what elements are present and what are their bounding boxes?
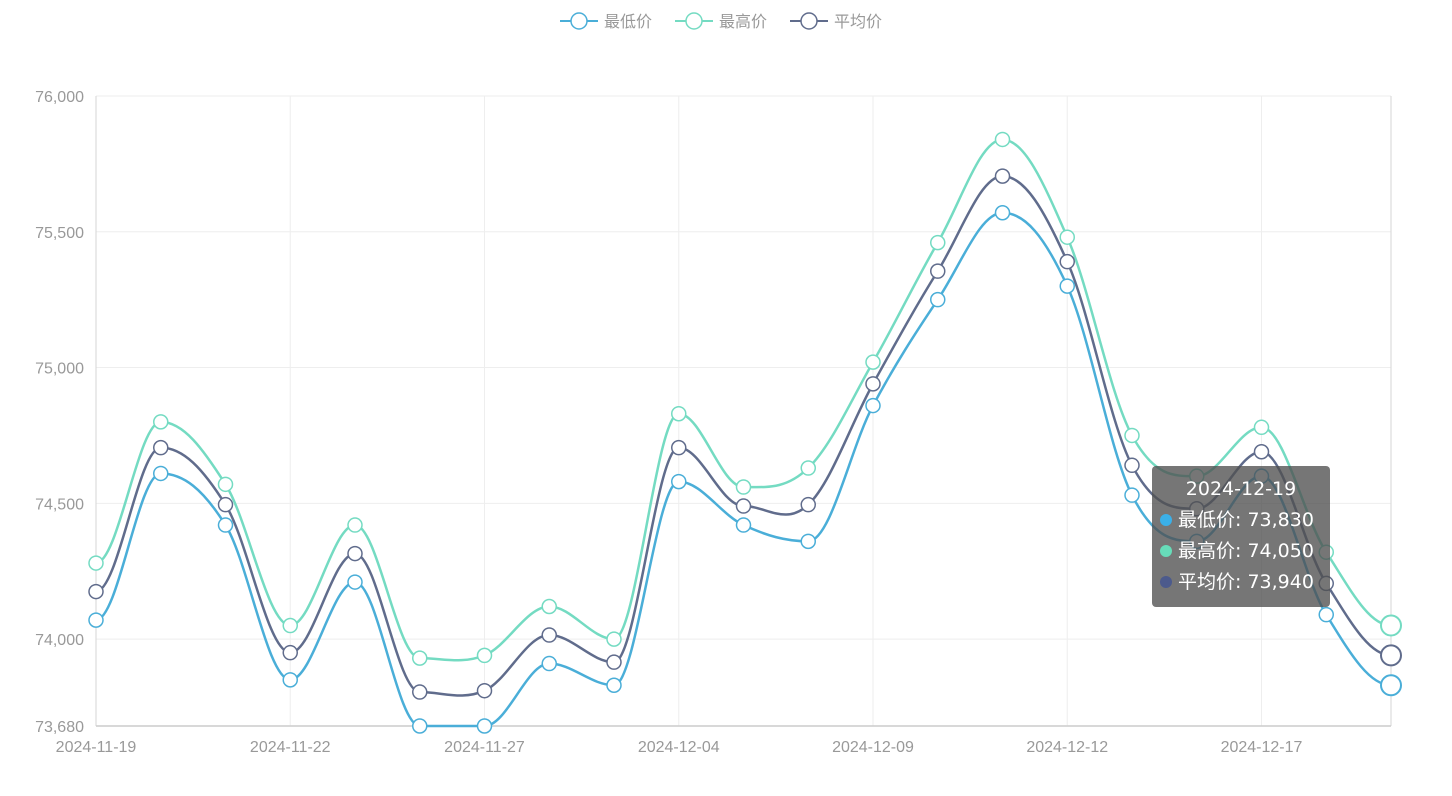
tooltip-dot-low — [1160, 514, 1172, 526]
data-point[interactable] — [671, 473, 687, 490]
tooltip-label-avg: 平均价: 73,940 — [1178, 571, 1314, 593]
data-point[interactable] — [800, 496, 816, 513]
tooltip-dot-avg — [1160, 576, 1172, 588]
data-point[interactable] — [541, 598, 557, 615]
data-point[interactable] — [735, 498, 752, 514]
data-point[interactable] — [476, 718, 493, 734]
data-point[interactable] — [930, 263, 946, 279]
data-point[interactable] — [865, 397, 881, 414]
data-point[interactable] — [865, 376, 881, 392]
data-point[interactable] — [1059, 278, 1075, 294]
legend-marker-icon — [570, 12, 588, 30]
data-point[interactable] — [735, 479, 752, 495]
legend-item-0[interactable]: 最低价 — [560, 12, 652, 31]
data-point[interactable] — [800, 533, 816, 550]
tooltip-row-low: 最低价: 73,830 — [1152, 505, 1330, 536]
data-point[interactable] — [347, 574, 363, 590]
data-point[interactable] — [217, 496, 234, 513]
data-point[interactable] — [735, 517, 752, 533]
data-point[interactable] — [994, 205, 1011, 221]
legend-label: 最高价 — [719, 12, 767, 31]
legend-label: 最低价 — [604, 12, 652, 31]
legend[interactable]: 最低价 最高价 平均价 — [560, 12, 882, 31]
data-point[interactable] — [153, 465, 169, 482]
y-tick-label: 75,500 — [35, 225, 84, 242]
data-point[interactable] — [347, 517, 363, 533]
data-point[interactable] — [1059, 229, 1075, 245]
y-tick-label: 73,680 — [35, 719, 84, 736]
legend-marker-icon — [685, 12, 703, 30]
data-point[interactable] — [282, 617, 298, 634]
data-point[interactable] — [606, 631, 622, 647]
data-point[interactable] — [153, 414, 169, 430]
data-point[interactable] — [1380, 644, 1402, 667]
data-point[interactable] — [1124, 487, 1140, 503]
x-tick-label: 2024-12-04 — [638, 739, 720, 756]
data-point[interactable] — [282, 672, 298, 688]
data-point[interactable] — [88, 583, 104, 600]
data-point[interactable] — [1380, 614, 1402, 637]
tooltip: 2024-12-19 最低价: 73,830 最高价: 74,050 平均价: … — [1152, 466, 1330, 607]
data-point[interactable] — [282, 644, 298, 661]
data-point[interactable] — [606, 654, 622, 670]
x-tick-label: 2024-11-22 — [250, 739, 331, 756]
data-point[interactable] — [800, 460, 816, 476]
data-point[interactable] — [217, 517, 234, 533]
legend-label: 平均价 — [834, 12, 882, 31]
y-tick-label: 74,000 — [35, 632, 84, 649]
data-point[interactable] — [412, 718, 428, 734]
tooltip-title: 2024-12-19 — [1185, 478, 1297, 500]
data-point[interactable] — [476, 682, 493, 699]
tooltip-row-high: 最高价: 74,050 — [1152, 536, 1330, 567]
data-point[interactable] — [994, 131, 1011, 148]
data-point[interactable] — [541, 627, 557, 643]
data-point[interactable] — [541, 655, 557, 672]
data-point[interactable] — [153, 439, 169, 456]
legend-item-1[interactable]: 最高价 — [675, 12, 767, 31]
data-point[interactable] — [606, 677, 622, 694]
data-point[interactable] — [347, 545, 363, 562]
data-point[interactable] — [1059, 253, 1075, 270]
data-point[interactable] — [930, 291, 946, 308]
legend-marker-icon — [800, 12, 818, 30]
data-point[interactable] — [1253, 419, 1270, 436]
tooltip-label-high: 最高价: 74,050 — [1178, 540, 1314, 562]
legend-item-2[interactable]: 平均价 — [790, 12, 882, 31]
data-point[interactable] — [671, 405, 687, 422]
x-tick-label: 2024-12-17 — [1221, 739, 1303, 756]
data-point[interactable] — [88, 612, 104, 628]
tick-labels: 73,680 74,000 74,500 75,000 75,500 76,000 2024… — [35, 89, 1302, 756]
series-points[interactable] — [88, 131, 1402, 734]
data-point[interactable] — [994, 168, 1011, 184]
x-tick-label: 2024-12-12 — [1026, 739, 1108, 756]
data-point[interactable] — [1253, 443, 1270, 460]
data-point[interactable] — [88, 555, 104, 571]
data-point[interactable] — [412, 684, 428, 700]
y-tick-label: 75,000 — [35, 361, 84, 378]
data-point[interactable] — [476, 647, 493, 664]
x-tick-label: 2024-11-27 — [444, 739, 525, 756]
data-point[interactable] — [1124, 427, 1140, 444]
grid-lines — [96, 95, 1391, 726]
data-point[interactable] — [1380, 674, 1402, 697]
data-point[interactable] — [1318, 606, 1334, 623]
data-point[interactable] — [217, 476, 234, 493]
tooltip-label-low: 最低价: 73,830 — [1178, 509, 1314, 531]
x-tick-label: 2024-12-09 — [832, 739, 914, 756]
x-tick-label: 2024-11-19 — [56, 739, 137, 756]
data-point[interactable] — [930, 234, 946, 251]
data-point[interactable] — [412, 650, 428, 666]
y-tick-label: 74,500 — [35, 496, 84, 513]
tooltip-row-avg: 平均价: 73,940 — [1152, 567, 1330, 598]
y-tick-label: 76,000 — [35, 89, 84, 106]
data-point[interactable] — [1124, 457, 1140, 474]
tooltip-dot-high — [1160, 545, 1172, 557]
data-point[interactable] — [671, 439, 687, 456]
data-point[interactable] — [865, 354, 881, 370]
